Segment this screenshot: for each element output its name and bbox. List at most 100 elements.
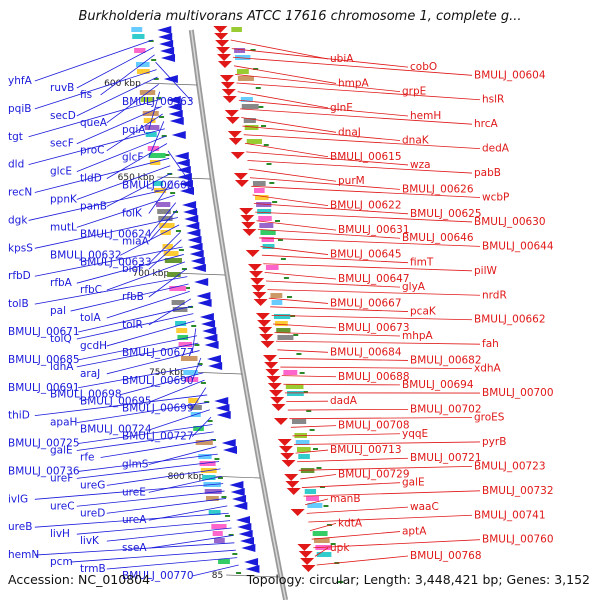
minus-strand-gene (176, 166, 191, 174)
minus-strand-gene (196, 292, 211, 300)
cog-tile (134, 48, 146, 53)
minus-gene-label: hemN (8, 549, 39, 561)
plus-leader-line (300, 474, 337, 480)
cog-tile (164, 258, 182, 263)
minus-strand-gene (190, 257, 205, 265)
plus-gene-label: xdhA (474, 363, 502, 375)
plus-gene-label: wza (410, 159, 431, 171)
cog-tile (162, 244, 173, 249)
cog-tile (262, 244, 275, 249)
plus-leader-line (238, 99, 409, 117)
plus-gene-label: BMULJ_00615 (330, 151, 402, 163)
minus-gene-label: rfbA (50, 277, 73, 289)
plus-strand-gene (300, 558, 315, 565)
cog-tile (163, 251, 179, 256)
kbp-tick-label: 800 kbp (168, 472, 205, 482)
plus-gene-label: BMULJ_00626 (402, 183, 474, 195)
cog-tile (304, 489, 317, 494)
plus-leader-line (273, 323, 337, 329)
plus-leader-line (242, 125, 401, 141)
gc-marker (170, 192, 176, 194)
minus-leader-line (192, 564, 239, 577)
minus-leader-line (150, 379, 205, 403)
plus-strand-gene (259, 334, 274, 341)
plus-leader-line (230, 39, 329, 60)
minus-gene-label: apaH (50, 417, 77, 429)
cog-tile (148, 153, 166, 158)
plus-gene-label: mhpA (402, 330, 434, 342)
cog-tile (257, 209, 272, 214)
plus-leader-line (314, 547, 329, 557)
plus-leader-line (243, 134, 481, 150)
plus-gene-label: waaC (410, 501, 439, 513)
plus-gene-label: pilW (474, 265, 497, 277)
plus-leader-line (246, 151, 409, 166)
minus-strand-gene (183, 208, 198, 216)
plus-gene-label: BMULJ_00721 (410, 452, 482, 464)
minus-gene-label: thiD (8, 410, 30, 422)
plus-strand-gene (227, 131, 242, 138)
plus-strand-gene (247, 264, 262, 271)
minus-leader-line (78, 364, 203, 389)
plus-gene-label: BMULJ_00741 (474, 509, 546, 521)
gc-marker (330, 543, 336, 545)
plus-leader-line (271, 315, 473, 321)
minus-leader-line (106, 172, 172, 207)
minus-gene-label: ureA (122, 514, 147, 526)
plus-leader-line (278, 358, 409, 361)
gc-marker (280, 258, 286, 260)
minus-gene-label: BMULJ_00691 (8, 382, 80, 394)
minus-gene-label: BMULJ_00677 (122, 347, 194, 359)
gc-marker (258, 106, 264, 108)
cog-tile (175, 321, 187, 326)
plus-strand-gene (220, 82, 235, 89)
minus-strand-gene (215, 404, 230, 412)
minus-leader-line (28, 98, 161, 138)
minus-strand-gene (168, 110, 183, 118)
plus-leader-line (256, 220, 337, 231)
minus-gene-label: dgk (8, 214, 28, 226)
minus-gene-label: BMULJ_00695 (80, 396, 152, 408)
plus-leader-line (257, 228, 401, 239)
minus-leader-line (78, 335, 198, 361)
plus-leader-line (253, 203, 409, 215)
gc-marker (194, 344, 200, 346)
cog-tile (171, 300, 185, 305)
plus-gene-label: BMULJ_00647 (338, 273, 410, 285)
cog-tile (153, 188, 167, 193)
minus-gene-label: BMULJ_00736 (8, 465, 80, 477)
minus-strand-gene (240, 537, 255, 545)
cog-tile (291, 419, 307, 424)
minus-leader-line (106, 557, 238, 570)
kbp-tick-label: 750 kbp (149, 368, 186, 378)
plus-strand-gene (245, 250, 260, 257)
minus-gene-label: BMULJ_00602 (122, 180, 194, 192)
plus-leader-line (255, 211, 473, 223)
minus-leader-line (70, 549, 236, 563)
minus-leader-line (100, 54, 155, 96)
plus-gene-label: dnaK (402, 134, 430, 146)
gc-marker (156, 97, 162, 99)
plus-leader-line (316, 555, 409, 566)
plus-gene-label: pcaK (410, 306, 437, 318)
minus-strand-gene (232, 495, 247, 503)
minus-leader-line (148, 475, 222, 493)
plus-gene-label: grpE (402, 86, 426, 98)
cog-tile (244, 125, 259, 130)
minus-strand-gene (160, 47, 175, 55)
plus-strand-gene (281, 460, 296, 467)
plus-gene-label: groES (474, 411, 505, 423)
gc-marker (178, 249, 184, 251)
plus-gene-label: dnaJ (338, 126, 361, 138)
minus-leader-line (78, 305, 193, 333)
plus-gene-label: hmpA (338, 77, 370, 89)
plus-gene-label: hslR (482, 94, 504, 106)
minus-leader-line (76, 135, 167, 173)
cog-tile (276, 328, 291, 333)
minus-gene-label: BMULJ_00685 (8, 354, 80, 366)
cog-tile (307, 503, 323, 508)
cog-tile (255, 195, 269, 200)
minus-leader-line (76, 401, 209, 424)
minus-strand-gene (201, 320, 216, 328)
